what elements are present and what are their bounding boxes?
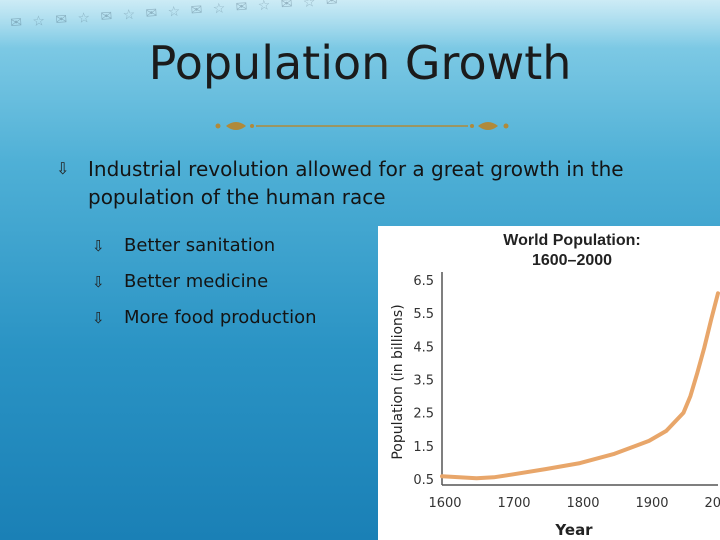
chart-y-axis-label: Population (in billions): [390, 304, 406, 459]
y-tick-label: 5.5: [413, 307, 434, 322]
slide-title: Population Growth: [148, 36, 572, 90]
population-chart: World Population: 1600–2000 Population (…: [378, 226, 720, 540]
stamp-texture: ✉ ☆ ✉ ☆ ✉ ☆ ✉ ☆ ✉ ☆ ✉ ☆ ✉ ☆ ✉: [9, 0, 342, 32]
x-tick-label: 1700: [497, 496, 530, 511]
sub-bullet-text: Better sanitation: [124, 235, 276, 256]
population-curve: [440, 291, 720, 481]
title-divider-ornament: [215, 122, 509, 130]
y-tick-label: 0.5: [413, 473, 434, 488]
x-tick-label: 1600: [428, 496, 461, 511]
bullet-text: Industrial revolution allowed for a grea…: [88, 157, 624, 209]
chart-title: World Population:: [503, 232, 640, 249]
y-tick-label: 3.5: [413, 374, 434, 389]
chart-x-axis-label: Year: [554, 521, 593, 539]
sub-bullet-text: Better medicine: [124, 271, 269, 292]
y-tick-label: 4.5: [413, 340, 434, 355]
x-tick-label: 1800: [566, 496, 599, 511]
y-tick-label: 2.5: [413, 407, 434, 422]
sub-bullet-text: More food production: [124, 307, 317, 328]
down-arrow-bullet-icon: ⇩: [92, 273, 105, 291]
y-tick-label: 6.5: [413, 274, 434, 289]
chart-subtitle: 1600–2000: [532, 252, 612, 269]
down-arrow-bullet-icon: ⇩: [92, 309, 105, 327]
y-tick-label: 1.5: [413, 440, 434, 455]
x-tick-label: 1900: [635, 496, 668, 511]
x-tick-label: 2000: [704, 496, 720, 511]
chart-canvas: World Population: 1600–2000 Population (…: [390, 232, 720, 539]
down-arrow-bullet-icon: ⇩: [56, 159, 70, 178]
down-arrow-bullet-icon: ⇩: [92, 237, 105, 255]
decorative-stamp-band: ✉ ☆ ✉ ☆ ✉ ☆ ✉ ☆ ✉ ☆ ✉ ☆ ✉ ☆ ✉: [0, 0, 720, 48]
